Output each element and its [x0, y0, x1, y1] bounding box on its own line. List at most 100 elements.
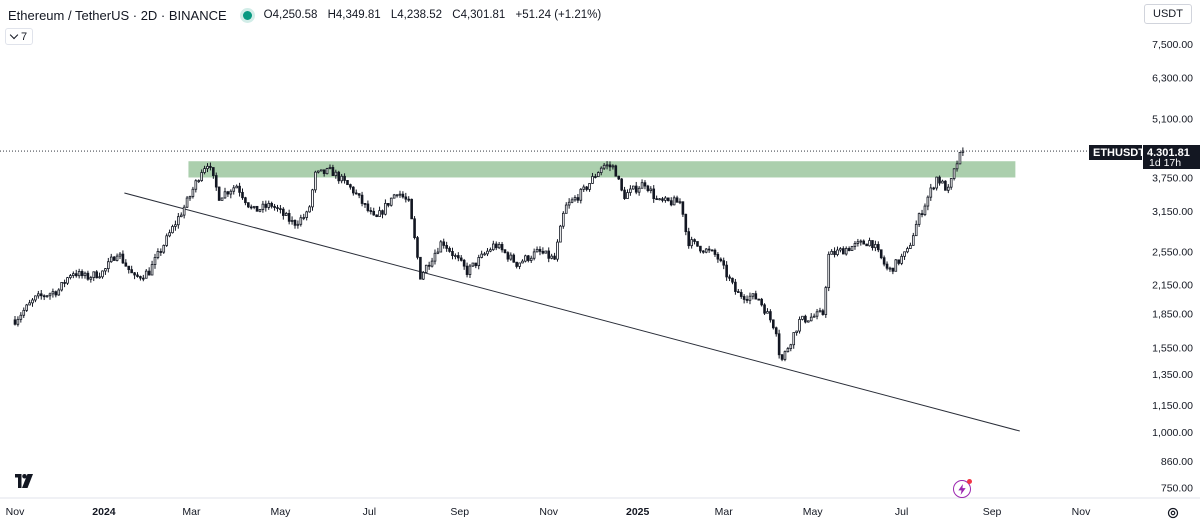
- candle-body: [702, 250, 705, 253]
- candle-body: [594, 176, 597, 178]
- candle-body: [69, 275, 72, 279]
- candle-body: [824, 287, 828, 315]
- candle-body: [299, 217, 303, 225]
- candle-body: [357, 193, 361, 196]
- candle-body: [923, 205, 927, 216]
- candle-body: [643, 182, 647, 187]
- candle-body: [675, 197, 679, 203]
- candle-body: [623, 189, 626, 199]
- candle-body: [267, 202, 271, 208]
- symbol-title[interactable]: Ethereum / TetherUS · 2D · BINANCE: [8, 7, 227, 23]
- candle-body: [247, 202, 250, 208]
- candle-body: [162, 245, 166, 253]
- lightning-bolt-icon[interactable]: [953, 479, 972, 498]
- candle-body: [270, 202, 273, 207]
- candle-body: [130, 269, 133, 274]
- candle-body: [605, 164, 609, 167]
- candle-body: [104, 268, 107, 272]
- candle-body: [22, 309, 26, 316]
- candle-body: [591, 176, 594, 184]
- candle-body: [626, 192, 629, 199]
- candle-body: [739, 292, 743, 297]
- candle-body: [442, 241, 446, 246]
- candle-body: [833, 250, 836, 255]
- candle-body: [144, 270, 148, 279]
- candle-body: [620, 178, 623, 191]
- candle-body: [188, 196, 192, 199]
- live-market-dot-icon: [242, 10, 252, 20]
- candle-body: [404, 196, 408, 200]
- candle-body: [783, 351, 787, 360]
- candle-body: [179, 214, 183, 218]
- candle-body: [801, 315, 804, 320]
- candle-body: [214, 175, 218, 188]
- candle-body: [874, 244, 877, 249]
- indicators-toggle-button[interactable]: 7: [5, 28, 34, 45]
- tradingview-logo-icon[interactable]: [9, 474, 39, 488]
- candle-body: [72, 273, 75, 276]
- candle-body: [868, 240, 871, 247]
- candle-body: [89, 277, 93, 280]
- candle-body: [60, 282, 63, 291]
- candle-body: [742, 296, 746, 300]
- candle-body: [669, 200, 673, 206]
- time-tick-label: Sep: [450, 506, 469, 518]
- candle-body: [308, 206, 311, 213]
- candle-body: [51, 291, 55, 295]
- candle-body: [212, 167, 215, 176]
- time-tick-label: Jul: [895, 506, 908, 518]
- candle-body: [445, 245, 448, 249]
- candle-body: [107, 261, 110, 269]
- candle-body: [340, 175, 343, 182]
- candle-body: [142, 277, 145, 280]
- candle-body: [282, 208, 285, 216]
- candle-body: [506, 252, 510, 260]
- candle-body: [882, 257, 886, 265]
- candle-body: [599, 167, 603, 173]
- price-tick-label: 3,750.00: [1152, 172, 1193, 184]
- candle-body: [955, 163, 959, 170]
- candle-body: [375, 214, 378, 217]
- candle-body: [541, 250, 545, 254]
- candle-body: [515, 261, 518, 267]
- currency-button[interactable]: USDT: [1144, 4, 1192, 24]
- candle-body: [217, 186, 221, 201]
- time-tick-label: Nov: [6, 506, 25, 518]
- candle-body: [430, 260, 434, 267]
- candle-body: [894, 259, 898, 272]
- candle-body: [369, 210, 373, 212]
- candle-body: [241, 191, 244, 199]
- candle-body: [696, 241, 699, 247]
- time-tick-label: 2025: [626, 506, 650, 518]
- candle-body: [812, 315, 816, 318]
- candle-body: [687, 231, 691, 247]
- candle-body: [264, 203, 268, 208]
- candle-body: [681, 201, 685, 215]
- time-axis[interactable]: Nov 2024 Mar May Jul Sep Nov 2025 Mar May Jul Sep No…: [6, 506, 1091, 518]
- candle-body: [121, 253, 125, 264]
- candle-body: [573, 197, 577, 201]
- candle-body: [83, 272, 87, 277]
- gear-icon[interactable]: [1166, 506, 1180, 520]
- price-axis[interactable]: 7,500.00 6,300.00 5,100.00 3,750.00 3,150.00…: [1152, 39, 1193, 494]
- candle-body: [786, 348, 790, 353]
- candle-body: [941, 180, 944, 184]
- candle-body: [209, 165, 212, 168]
- candle-body: [728, 276, 731, 279]
- candle-body: [305, 211, 308, 218]
- candle-body: [760, 298, 763, 306]
- candle-body: [331, 167, 335, 176]
- price-tick-label: 2,150.00: [1152, 280, 1193, 292]
- candle-body: [133, 272, 136, 276]
- candle-body: [276, 207, 279, 209]
- candle-body: [634, 185, 638, 193]
- candle-body: [532, 251, 536, 259]
- candle-body: [652, 188, 656, 200]
- candle-body: [118, 253, 122, 257]
- candle-body: [497, 243, 501, 249]
- candle-body: [521, 260, 524, 264]
- candle-body: [821, 310, 825, 315]
- chevron-down-icon: [9, 30, 19, 40]
- candle-body: [617, 175, 621, 180]
